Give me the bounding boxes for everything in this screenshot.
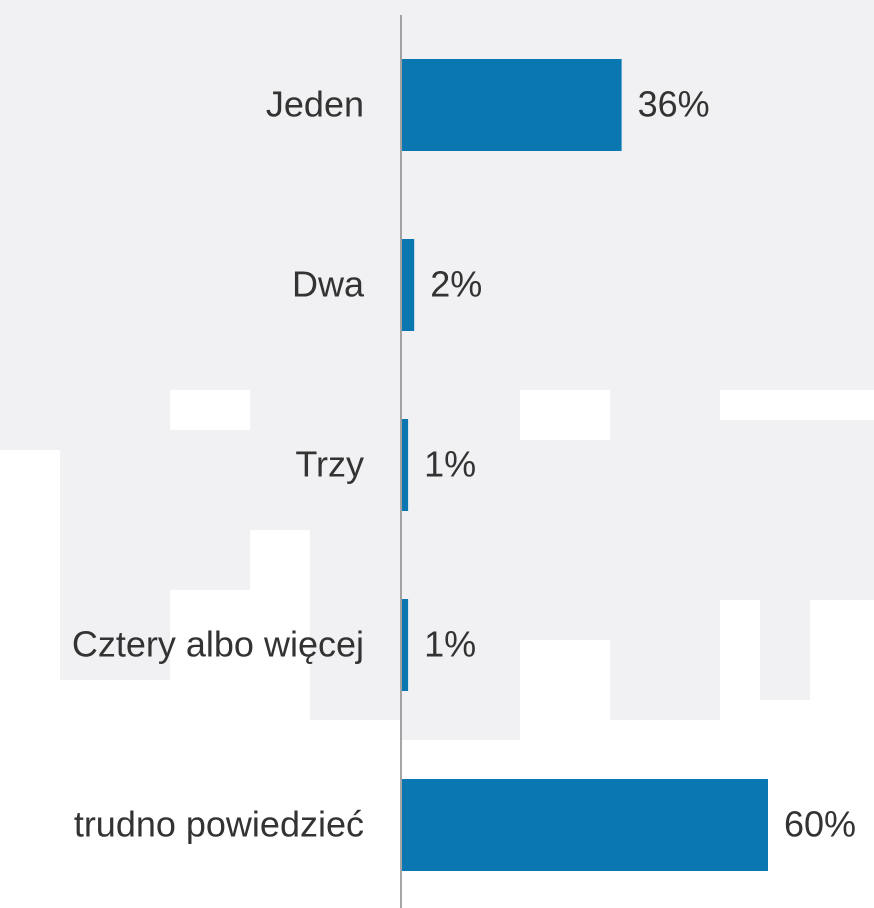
bar bbox=[402, 239, 415, 331]
category-label: Cztery albo więcej bbox=[72, 624, 364, 665]
value-label: 36% bbox=[638, 84, 710, 125]
bar bbox=[402, 419, 409, 511]
category-label: Trzy bbox=[295, 444, 364, 485]
value-label: 1% bbox=[424, 624, 476, 665]
value-label: 1% bbox=[424, 444, 476, 485]
bar bbox=[402, 59, 622, 151]
category-label: Jeden bbox=[266, 84, 364, 125]
bar bbox=[402, 779, 768, 871]
value-label: 2% bbox=[430, 264, 482, 305]
category-label: trudno powiedzieć bbox=[74, 804, 364, 845]
category-label: Dwa bbox=[292, 264, 365, 305]
value-label: 60% bbox=[784, 804, 856, 845]
bar bbox=[402, 599, 409, 691]
